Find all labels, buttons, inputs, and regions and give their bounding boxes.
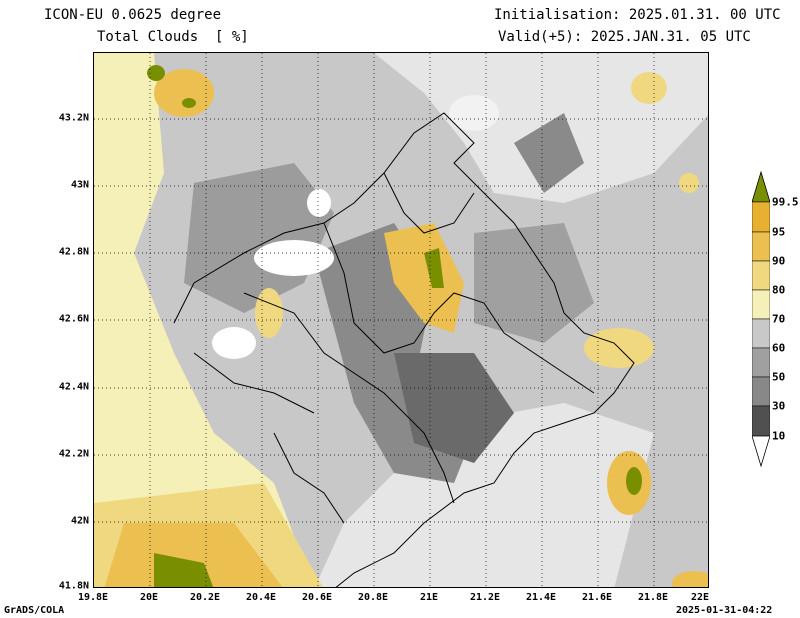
- region-pale-west: [94, 53, 314, 587]
- x-tick: 22E: [690, 592, 710, 603]
- clear-patch-3: [307, 189, 331, 217]
- y-tick: 43N: [70, 179, 89, 191]
- legend-label: 30: [772, 399, 786, 413]
- region-yellow-corner: [672, 571, 708, 587]
- x-tick: 21.4E: [525, 592, 557, 603]
- x-tick: 19.8E: [77, 592, 109, 603]
- x-tick: 20.6E: [301, 592, 333, 603]
- legend-label: 50: [772, 370, 786, 384]
- region-clear-south: [314, 403, 654, 587]
- region-grey-top: [514, 113, 584, 193]
- x-tick: 21.6E: [581, 592, 613, 603]
- region-yellow-nw: [154, 69, 214, 117]
- timestamp: 2025-01-31-04:22: [676, 605, 773, 616]
- region-olive-nw2: [182, 98, 196, 108]
- region-yellow-west: [255, 288, 283, 338]
- map-panel: [93, 52, 709, 588]
- region-olive-se: [626, 467, 642, 495]
- valid-time: Valid(+5): 2025.JAN.31. 05 UTC: [498, 29, 751, 45]
- legend-label: 99.5: [772, 195, 799, 209]
- region-darkest: [394, 353, 514, 463]
- region-olive-sw: [154, 553, 214, 587]
- region-yellow-central: [384, 223, 464, 333]
- legend-label: 10: [772, 429, 786, 443]
- x-tick: 20.2E: [189, 592, 221, 603]
- credit: GrADS/COLA: [4, 605, 65, 616]
- field-title: Total Clouds [ %]: [97, 29, 249, 45]
- x-tick: 20E: [139, 592, 159, 603]
- cb-bottom-arrow: [752, 435, 770, 468]
- lat-lon-grid: [94, 53, 708, 587]
- x-tick: 20.4E: [245, 592, 277, 603]
- region-yellow-sw2: [104, 523, 283, 587]
- region-olive-central: [424, 248, 444, 288]
- x-tick: 21.8E: [637, 592, 669, 603]
- region-olive-nw: [147, 65, 165, 81]
- y-tick: 42.2N: [58, 448, 89, 460]
- y-tick: 42N: [70, 515, 89, 527]
- legend-label: 80: [772, 283, 786, 297]
- legend-label: 60: [772, 341, 786, 355]
- cloud-map: [94, 53, 708, 587]
- x-tick: 21.2E: [469, 592, 501, 603]
- legend-label: 70: [772, 312, 786, 326]
- region-yellow-ne: [631, 72, 667, 104]
- clear-patch-2: [212, 327, 256, 359]
- init-time: Initialisation: 2025.01.31. 00 UTC: [494, 7, 781, 23]
- legend-label: 95: [772, 225, 786, 239]
- y-tick: 42.4N: [58, 381, 89, 393]
- y-tick: 42.8N: [58, 246, 89, 258]
- legend-label: 90: [772, 254, 786, 268]
- model-title: ICON-EU 0.0625 degree: [44, 7, 222, 23]
- region-yellow-ne2: [679, 173, 699, 193]
- color-scale-arrows: [752, 170, 770, 468]
- y-tick: 43.2N: [58, 112, 89, 124]
- cb-top-arrow: [752, 170, 770, 203]
- clear-patch-4: [449, 95, 499, 131]
- y-tick: 42.6N: [58, 313, 89, 325]
- clear-patch-1: [254, 240, 334, 276]
- y-tick: 41.8N: [58, 580, 89, 592]
- x-tick: 20.8E: [357, 592, 389, 603]
- x-tick: 21E: [419, 592, 439, 603]
